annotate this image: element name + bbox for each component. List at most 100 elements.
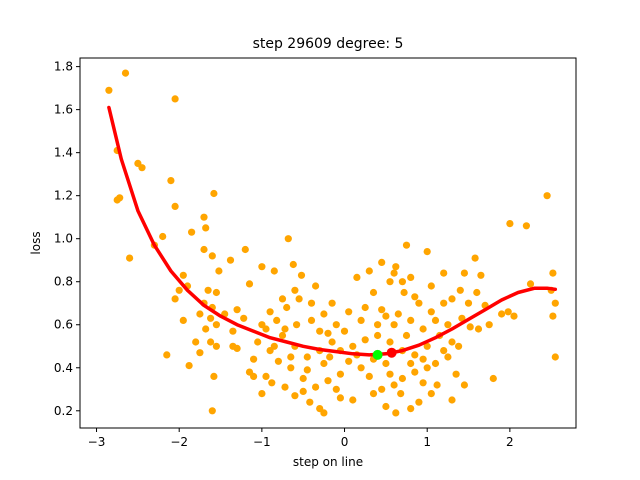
data-point [250,372,258,380]
data-point [466,323,474,331]
data-point [361,303,369,312]
data-point [522,222,531,230]
y-tick-label: 0.8 [54,275,73,289]
data-point [192,338,200,346]
y-tick-label: 0.4 [54,361,73,375]
x-tick-label: −3 [88,435,106,449]
data-point [278,331,287,340]
data-point [398,374,406,383]
data-point [398,278,406,286]
plot-area [80,58,576,428]
data-point [266,308,274,316]
data-point [455,342,463,350]
data-point [281,383,289,391]
data-point [332,321,340,329]
data-point [357,364,365,372]
y-tick-label: 0.2 [54,404,73,418]
data-point [440,347,448,355]
data-point [460,381,468,389]
data-point [440,299,448,307]
data-point [202,325,210,333]
data-point [283,303,291,312]
data-point [353,273,361,281]
data-point [270,342,278,350]
data-point [210,372,218,380]
data-point [287,364,295,372]
data-point [324,329,332,337]
data-point [200,245,208,254]
data-point [431,316,440,324]
data-point [411,368,419,376]
x-axis-title: step on line [293,455,363,469]
data-point [407,273,415,281]
data-point [258,390,266,398]
data-point [307,316,316,324]
data-point [419,355,427,363]
data-point [397,390,405,398]
data-point [427,390,435,398]
data-point [345,357,353,365]
data-point [489,374,497,383]
data-point [233,306,241,314]
data-point [357,316,365,324]
data-point [254,338,262,346]
data-point [241,245,249,254]
data-point [423,342,431,350]
data-point [460,269,468,277]
data-point [386,338,394,346]
x-tick-label: 1 [423,435,431,449]
data-point [262,372,270,380]
data-point [415,299,423,307]
data-point [411,351,419,359]
x-tick-label: −1 [253,435,271,449]
data-point [452,370,460,378]
data-point [415,398,423,406]
data-point [448,338,456,346]
data-point [299,374,307,383]
fit-layer [107,105,558,357]
data-point [306,398,314,406]
data-point [427,282,435,290]
data-point [369,390,378,398]
data-point [312,282,320,290]
marker-layer [372,347,397,360]
data-point [295,295,303,303]
data-point [171,95,179,103]
data-point [423,364,431,372]
data-point [433,381,441,389]
data-point [349,342,357,350]
data-point [336,394,344,402]
data-point [273,316,281,324]
data-point [361,336,369,344]
data-point [473,288,481,297]
data-point [270,267,278,275]
data-point [258,321,266,329]
data-point [382,312,390,320]
x-axis: −3 −2 −1 0 1 2 [88,428,514,449]
data-point [392,263,400,271]
data-point [392,409,400,417]
data-point [526,280,535,288]
data-point [240,314,248,322]
data-point [293,321,301,329]
x-tick-label: −2 [170,435,188,449]
data-point [378,385,386,393]
data-point [411,293,419,301]
data-point [458,314,466,322]
data-point [504,308,512,316]
green-marker [372,349,383,360]
data-point [268,379,276,387]
y-tick-label: 1.2 [54,189,73,203]
data-point [278,295,287,303]
data-point [324,377,332,385]
data-point [369,288,378,297]
data-point [402,331,411,340]
data-point [226,256,235,264]
data-point [549,312,557,320]
data-point [349,396,357,404]
data-point [374,321,382,329]
data-point [274,357,282,365]
data-point [116,194,124,202]
data-point [386,278,394,286]
data-point [171,295,179,303]
